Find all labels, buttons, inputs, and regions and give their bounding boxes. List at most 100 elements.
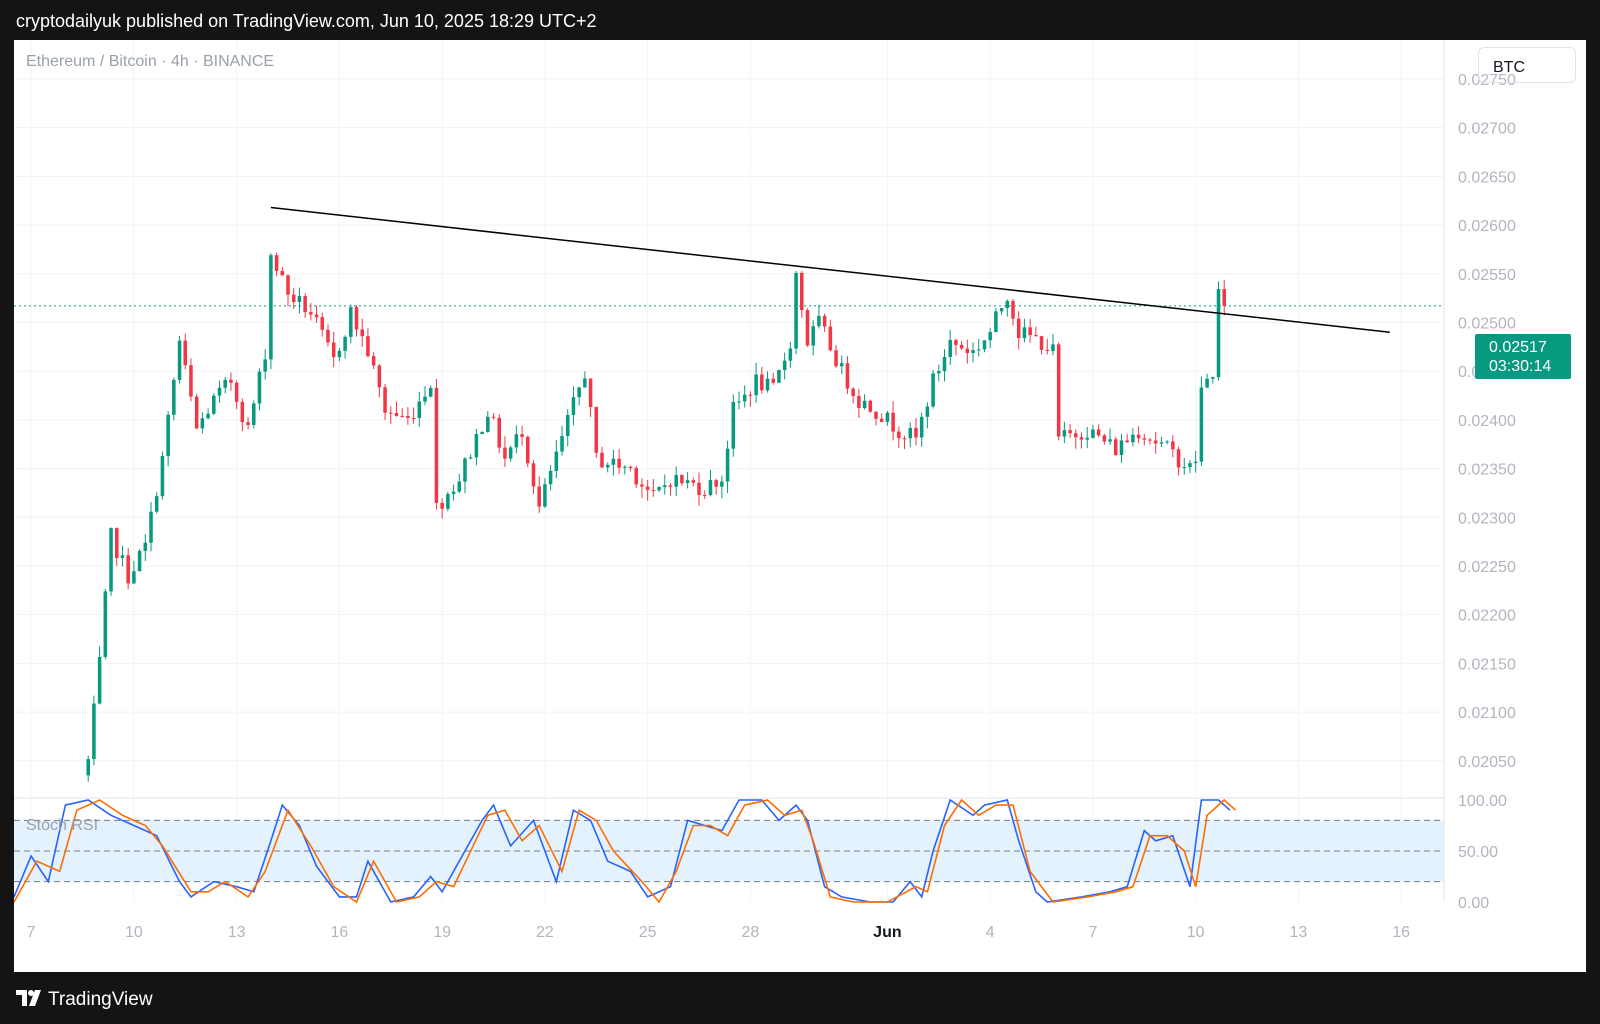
candle-body: [126, 555, 130, 584]
candle-body: [919, 416, 924, 438]
publish-header: cryptodailyuk published on TradingView.c…: [0, 0, 1600, 40]
candle-body: [1011, 300, 1015, 319]
chart-canvas[interactable]: 0.02750 0.02700 0.02650 0.02600 0.02550 0.025…: [14, 40, 1586, 972]
candle-body: [194, 396, 199, 429]
candle-body: [571, 397, 576, 415]
candle: [474, 428, 479, 466]
chart-panel[interactable]: 0.02750 0.02700 0.02650 0.02600 0.02550 0.025…: [14, 40, 1586, 972]
candle: [314, 305, 319, 324]
footer-bar: TradingView: [0, 982, 1600, 1024]
candle-body: [463, 458, 467, 482]
candle: [508, 445, 513, 462]
candle-body: [160, 456, 165, 497]
candle-body: [1113, 439, 1118, 456]
candle: [577, 386, 581, 406]
price-tick-label: 0.02300: [1458, 510, 1516, 527]
candle: [337, 347, 342, 362]
candle-body: [931, 373, 935, 407]
candles-group: [86, 252, 1226, 782]
candle: [160, 451, 165, 500]
candle-body: [189, 365, 193, 397]
candle-body: [297, 295, 302, 303]
candle: [1165, 440, 1169, 445]
candle: [212, 393, 216, 416]
candle: [257, 368, 262, 411]
candle: [1216, 281, 1221, 381]
candle: [765, 371, 770, 393]
candle-body: [971, 350, 975, 354]
candle-body: [645, 486, 650, 490]
candle-body: [291, 294, 296, 303]
time-tick-label: 13: [1290, 924, 1308, 941]
time-tick-label: 10: [125, 924, 143, 941]
candle: [685, 472, 690, 489]
candle: [891, 401, 895, 441]
candle-body: [805, 310, 810, 346]
candle: [954, 338, 958, 356]
candle: [177, 335, 182, 384]
candle: [223, 376, 227, 394]
candle: [1051, 333, 1055, 356]
candle: [1039, 335, 1044, 355]
candle: [640, 478, 644, 499]
candle: [206, 408, 210, 420]
candle-body: [697, 482, 701, 495]
candle: [480, 431, 484, 435]
candle-body: [640, 484, 644, 487]
candle: [354, 305, 359, 337]
candle-body: [234, 382, 239, 402]
candle: [583, 371, 587, 388]
candle-body: [1079, 437, 1084, 440]
candle-body: [748, 394, 753, 396]
candle: [137, 549, 142, 572]
candle: [326, 324, 330, 347]
currency-button[interactable]: BTC: [1478, 47, 1576, 83]
candle-body: [1136, 434, 1141, 439]
price-tick-label: 0.02700: [1458, 121, 1516, 138]
stoch-rsi-label[interactable]: Stoch RSI: [26, 817, 99, 834]
candle-body: [377, 365, 382, 388]
candle-body: [1222, 289, 1226, 306]
candle: [1125, 434, 1129, 443]
stoch-k-line: [14, 798, 1231, 903]
candle: [114, 527, 119, 566]
candle-body: [948, 340, 952, 357]
candle-body: [97, 656, 102, 704]
candle: [560, 425, 564, 456]
candle-body: [286, 275, 290, 295]
candle-body: [428, 387, 433, 397]
candle: [697, 472, 701, 506]
candle: [543, 478, 547, 509]
candle-body: [834, 350, 838, 367]
candle: [143, 534, 148, 562]
candle: [537, 476, 541, 513]
candle-body: [828, 326, 833, 351]
time-tick-label: 28: [742, 924, 760, 941]
candle: [1016, 311, 1021, 350]
candle: [200, 412, 205, 434]
candle: [411, 407, 416, 424]
candle-body: [959, 344, 964, 349]
candle-body: [1159, 442, 1164, 444]
candle: [103, 588, 108, 660]
candle-body: [1211, 377, 1215, 379]
tradingview-brand[interactable]: TradingView: [48, 989, 153, 1010]
candle-body: [937, 371, 941, 374]
candle-body: [999, 308, 1004, 312]
symbol-title[interactable]: Ethereum / Bitcoin · 4h · BINANCE: [26, 53, 275, 70]
candle-body: [565, 414, 570, 437]
candle-body: [897, 431, 901, 439]
candle-body: [588, 378, 593, 408]
candle-body: [691, 480, 696, 483]
candle-body: [623, 466, 627, 468]
candle: [1079, 432, 1084, 449]
candle-body: [1176, 449, 1181, 468]
candle: [828, 319, 833, 352]
candle: [463, 457, 467, 494]
candle: [303, 293, 307, 318]
tradingview-logo-icon[interactable]: [16, 987, 44, 1009]
candle-body: [269, 255, 273, 360]
candle: [269, 253, 273, 370]
candle: [657, 486, 661, 492]
candle: [1176, 446, 1181, 476]
